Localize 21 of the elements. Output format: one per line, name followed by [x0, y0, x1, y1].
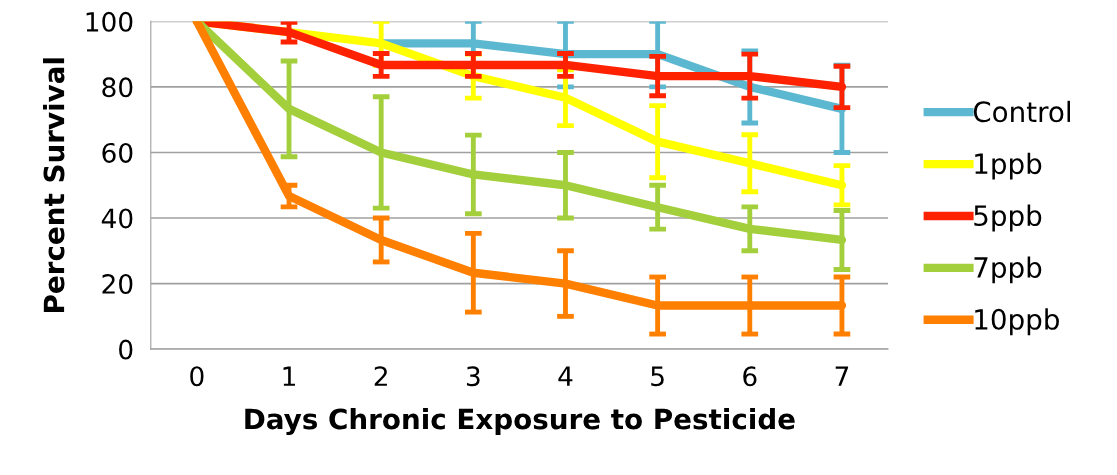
x-tick-label: 4	[558, 366, 573, 386]
legend-label: 1ppb	[975, 152, 1042, 180]
x-tick-label: 6	[743, 366, 757, 387]
x-tick-label: 3	[466, 366, 480, 387]
y-tick-label: 20	[102, 274, 133, 294]
y-tick-label: 80	[102, 77, 133, 98]
y-axis-title: Percent Survival	[42, 58, 65, 312]
x-tick-label: 5	[651, 366, 664, 387]
x-tick-label: 1	[283, 366, 295, 386]
y-tick-label: 0	[119, 339, 133, 360]
legend-label: 5ppb	[974, 204, 1042, 232]
y-tick-label: 100	[86, 11, 133, 32]
x-tick-label: 7	[835, 366, 849, 386]
legend-label: 10ppb	[975, 308, 1059, 336]
x-axis-title: Days Chronic Exposure to Pesticide	[245, 408, 795, 436]
x-tick-label: 0	[190, 366, 204, 387]
legend-label: 7ppb	[974, 256, 1042, 284]
y-tick-label: 40	[101, 208, 133, 229]
y-tick-label: 60	[102, 142, 133, 163]
x-tick-label: 2	[374, 366, 387, 386]
legend-label: Control	[973, 100, 1070, 123]
